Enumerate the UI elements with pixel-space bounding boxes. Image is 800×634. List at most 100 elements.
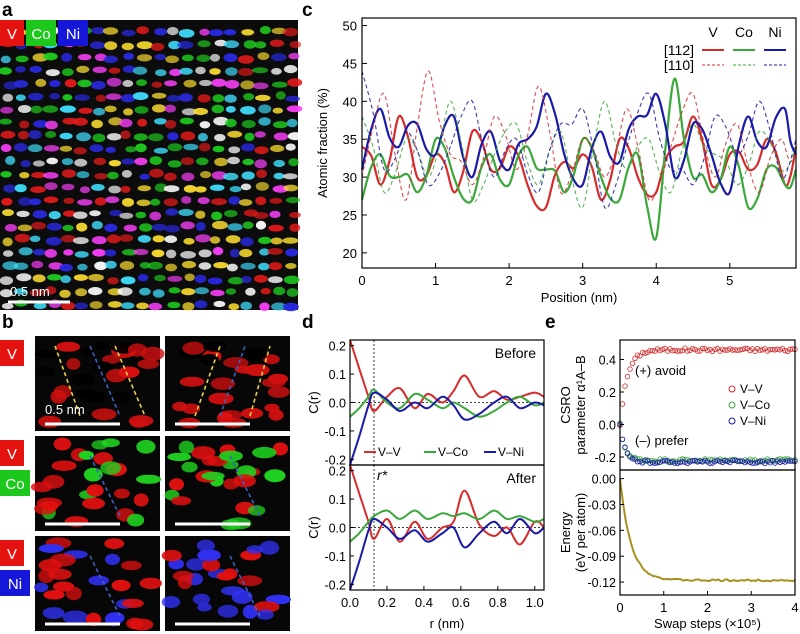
- atom-blob: [194, 186, 207, 193]
- atom-blob: [209, 29, 224, 37]
- atom-blob: [121, 598, 144, 609]
- atom-blob: [139, 287, 151, 296]
- atom-blob: [123, 108, 134, 116]
- x-tick-label: 1.0: [526, 595, 544, 610]
- atom-blob: [181, 196, 192, 204]
- atom-blob: [223, 172, 239, 181]
- atom-blob: [61, 301, 76, 311]
- atom-blob: [74, 94, 90, 101]
- y-tick-label: -0.1: [324, 425, 346, 439]
- atom-blob: [254, 274, 268, 283]
- atom-blob: [94, 173, 108, 180]
- row3-chip-ni-bg: [0, 570, 30, 596]
- atom-blob: [43, 196, 59, 204]
- atom-blob: [30, 186, 46, 194]
- atom-blob: [165, 263, 178, 272]
- atom-blob: [165, 224, 180, 233]
- plot-frame: [361, 17, 797, 269]
- data-point-v-v: [639, 349, 646, 356]
- atom-blob: [62, 224, 74, 232]
- atom-blob: [121, 42, 134, 51]
- atom-blob: [254, 41, 267, 49]
- atom-blob: [196, 539, 215, 552]
- y-tick-label: 45: [343, 56, 357, 71]
- atom-blob: [136, 79, 147, 86]
- x-tick-label: 1: [660, 600, 667, 615]
- atom-blob: [91, 119, 103, 129]
- atom-blob: [42, 172, 59, 179]
- atom-blob: [3, 250, 14, 257]
- atom-blob: [154, 28, 168, 36]
- legend-label: V–Ni: [740, 414, 766, 428]
- row3-chip-ni-label: Ni: [8, 576, 22, 593]
- atom-blob: [154, 183, 168, 192]
- atom-blob: [222, 568, 238, 580]
- data-point-v-v: [729, 347, 736, 353]
- atom-blob: [184, 273, 195, 282]
- data-point-v-ni: [662, 458, 668, 464]
- atom-blob: [149, 168, 164, 178]
- atom-blob: [241, 29, 255, 36]
- atom-blob: [180, 221, 195, 230]
- guide-dashed-line: [114, 345, 146, 417]
- atom-blob: [121, 170, 132, 178]
- atom-blob: [33, 120, 49, 128]
- series-v-ni-line: [349, 517, 545, 591]
- y-tick-label: 0.2: [329, 340, 346, 354]
- atom-blob: [268, 276, 283, 284]
- data-point-v-ni: [722, 458, 728, 464]
- atom-blob: [47, 274, 62, 281]
- atom-blob: [255, 220, 267, 230]
- y-tick-label: -0.2: [324, 578, 346, 592]
- panel-b-label: b: [2, 312, 14, 333]
- atom-blob: [137, 274, 149, 282]
- atom-blob: [224, 79, 240, 89]
- atom-blob: [207, 277, 223, 285]
- atom-blob: [19, 172, 30, 179]
- data-point-v-v: [737, 347, 743, 353]
- atom-blob: [209, 236, 221, 244]
- atom-blob: [195, 66, 206, 75]
- atom-blob: [51, 460, 77, 471]
- atom-blob: [210, 377, 236, 391]
- atom-blob: [139, 223, 153, 232]
- atom-blob: [38, 544, 64, 553]
- atom-blob: [225, 235, 241, 244]
- x-tick-label: 3: [579, 273, 586, 288]
- data-point-v-v: [674, 348, 681, 354]
- atom-blob: [259, 540, 280, 555]
- atom-blob: [245, 287, 256, 296]
- legend-marker: [728, 417, 736, 425]
- row2-chip-co-bg: [0, 470, 30, 496]
- atom-blob: [201, 455, 217, 466]
- data-point-v-ni: [752, 460, 758, 466]
- atom-blob: [256, 609, 274, 620]
- atom-blob: [273, 159, 286, 168]
- atom-blob: [76, 132, 91, 142]
- data-point-v-v: [734, 347, 741, 353]
- atom-blob: [93, 107, 106, 116]
- atom-blob: [61, 158, 74, 166]
- atom-blob: [192, 593, 211, 605]
- atom-blob: [137, 359, 160, 369]
- atom-blob: [121, 29, 136, 37]
- x-tick-label: 2: [506, 273, 513, 288]
- atom-blob: [213, 116, 229, 126]
- atom-blob: [197, 197, 210, 205]
- atom-blob: [136, 439, 156, 454]
- atom-blob: [44, 182, 58, 191]
- data-point-v-v: [727, 346, 733, 352]
- atom-blob: [267, 386, 290, 398]
- atom-blob: [15, 55, 29, 63]
- atom-blob: [31, 172, 46, 179]
- atom-blob: [121, 302, 135, 309]
- y-tick-label: 0.2: [329, 465, 346, 479]
- data-point-v-ni: [777, 459, 783, 465]
- y-tick-label: -0.06: [588, 524, 617, 538]
- atom-blob: [134, 106, 149, 114]
- atom-blob: [150, 198, 161, 206]
- atom-blob: [14, 233, 31, 243]
- atom-blob: [214, 157, 228, 167]
- atom-blob: [111, 579, 131, 592]
